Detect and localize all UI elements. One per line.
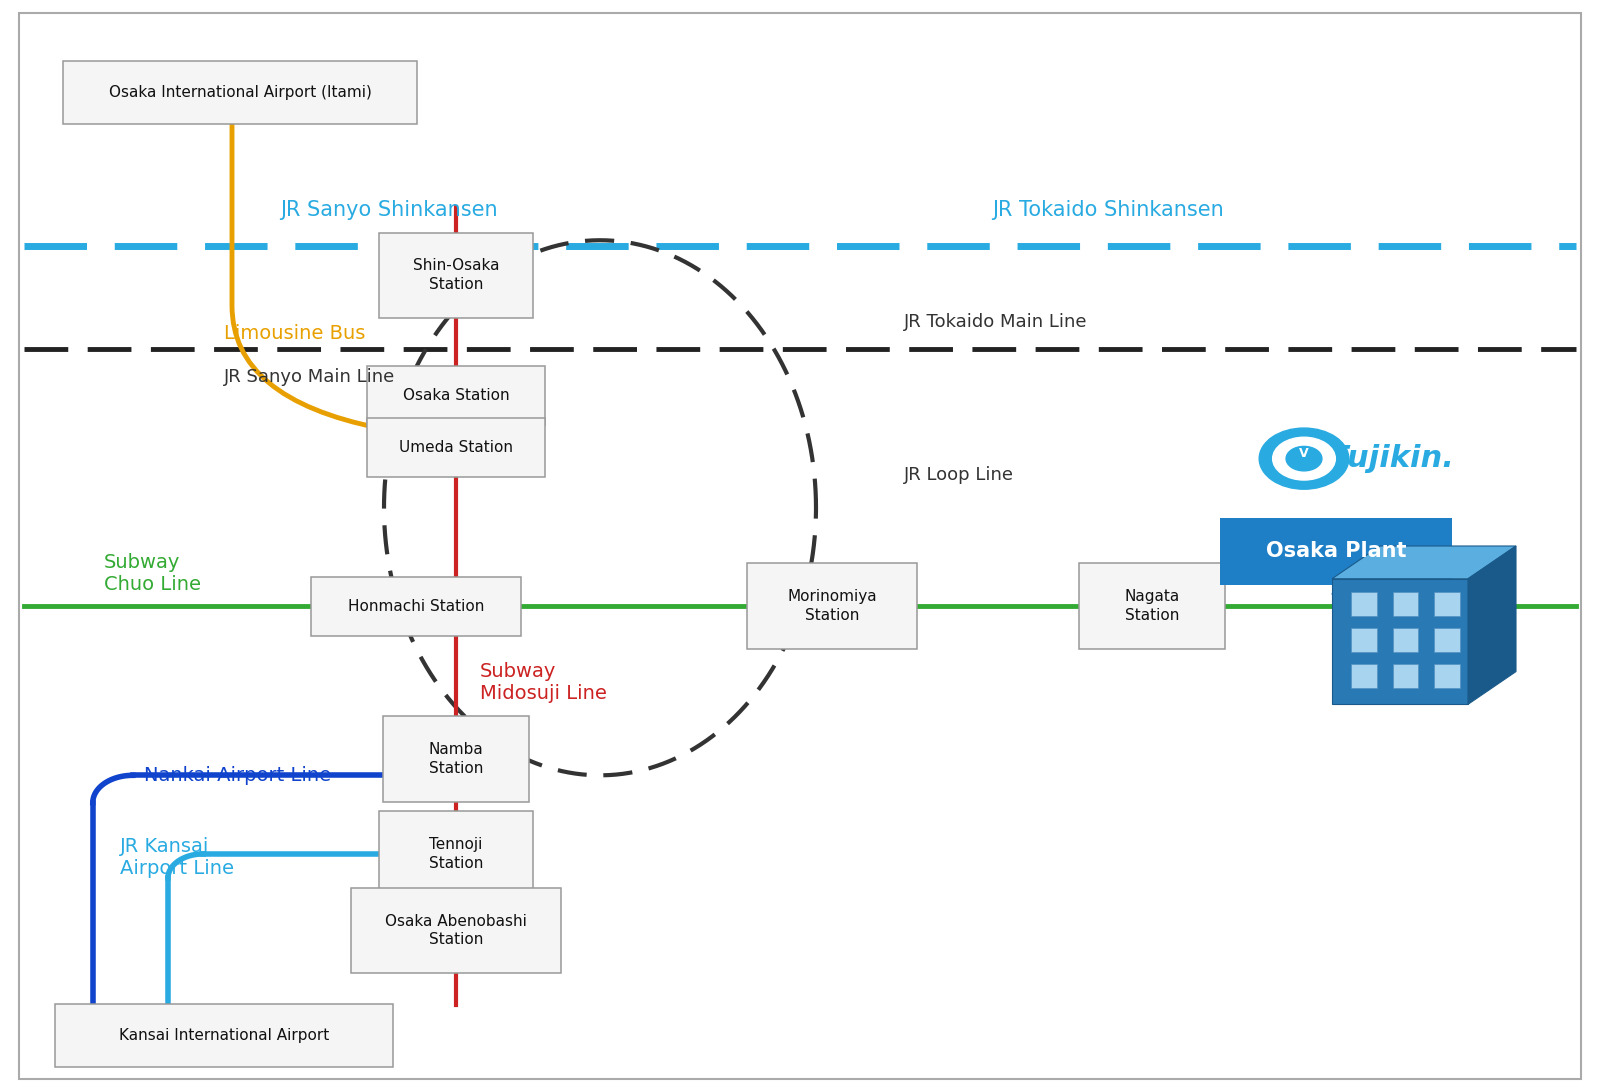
- FancyBboxPatch shape: [379, 233, 533, 318]
- Text: Osaka Abenobashi
Station: Osaka Abenobashi Station: [386, 914, 526, 947]
- Text: Namba
Station: Namba Station: [429, 743, 483, 775]
- Text: Limousine Bus: Limousine Bus: [224, 323, 365, 343]
- FancyBboxPatch shape: [368, 366, 544, 425]
- Text: Osaka Plant: Osaka Plant: [1266, 542, 1406, 561]
- Text: Umeda Station: Umeda Station: [398, 440, 514, 455]
- FancyBboxPatch shape: [1350, 664, 1378, 688]
- Text: Morinomiya
Station: Morinomiya Station: [787, 590, 877, 622]
- FancyBboxPatch shape: [1350, 592, 1378, 616]
- FancyBboxPatch shape: [1394, 664, 1419, 688]
- FancyBboxPatch shape: [1435, 628, 1461, 652]
- Text: JR Tokaido Shinkansen: JR Tokaido Shinkansen: [992, 200, 1224, 219]
- FancyBboxPatch shape: [62, 61, 416, 124]
- Circle shape: [1286, 447, 1322, 471]
- FancyBboxPatch shape: [1221, 518, 1453, 585]
- FancyBboxPatch shape: [19, 13, 1581, 1079]
- Text: JR Kansai
Airport Line: JR Kansai Airport Line: [120, 836, 234, 878]
- Text: Subway
Chuo Line: Subway Chuo Line: [104, 553, 202, 594]
- Polygon shape: [1469, 546, 1517, 704]
- FancyBboxPatch shape: [747, 563, 917, 649]
- FancyBboxPatch shape: [310, 577, 522, 636]
- Text: Osaka Station: Osaka Station: [403, 388, 509, 403]
- FancyBboxPatch shape: [1394, 592, 1419, 616]
- Text: JR Tokaido Main Line: JR Tokaido Main Line: [904, 313, 1088, 331]
- Text: Nagata
Station: Nagata Station: [1125, 590, 1179, 622]
- Circle shape: [1259, 428, 1349, 489]
- Text: Kansai International Airport: Kansai International Airport: [118, 1028, 330, 1043]
- Text: JR Sanyo Shinkansen: JR Sanyo Shinkansen: [280, 200, 498, 219]
- Text: Osaka International Airport (Itami): Osaka International Airport (Itami): [109, 85, 371, 100]
- Polygon shape: [1331, 546, 1517, 579]
- FancyBboxPatch shape: [379, 811, 533, 897]
- Text: Honmachi Station: Honmachi Station: [347, 598, 485, 614]
- Text: Nankai Airport Line: Nankai Airport Line: [144, 765, 331, 785]
- FancyBboxPatch shape: [382, 716, 528, 802]
- FancyBboxPatch shape: [1435, 592, 1461, 616]
- FancyBboxPatch shape: [350, 888, 560, 973]
- Text: JR Sanyo Main Line: JR Sanyo Main Line: [224, 368, 395, 385]
- Text: Subway
Midosuji Line: Subway Midosuji Line: [480, 662, 606, 703]
- FancyBboxPatch shape: [1435, 664, 1461, 688]
- Text: V: V: [1299, 447, 1309, 460]
- FancyBboxPatch shape: [56, 1004, 394, 1067]
- Text: Tennoji
Station: Tennoji Station: [429, 838, 483, 870]
- Circle shape: [1272, 437, 1336, 480]
- FancyBboxPatch shape: [1078, 563, 1226, 649]
- Polygon shape: [1331, 579, 1469, 704]
- Text: Shin-Osaka
Station: Shin-Osaka Station: [413, 259, 499, 292]
- FancyBboxPatch shape: [368, 418, 544, 477]
- Text: Fujikin.: Fujikin.: [1330, 444, 1454, 473]
- FancyBboxPatch shape: [1394, 628, 1419, 652]
- FancyBboxPatch shape: [1350, 628, 1378, 652]
- Text: JR Loop Line: JR Loop Line: [904, 466, 1014, 484]
